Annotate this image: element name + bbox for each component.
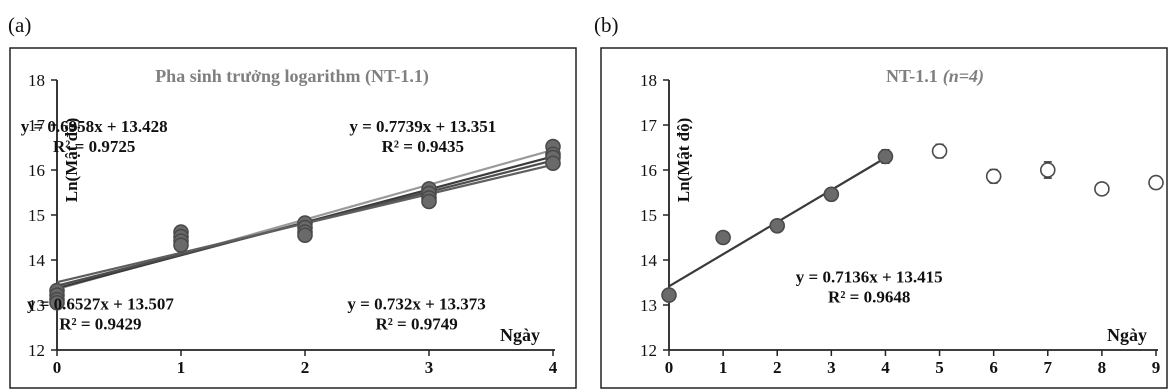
x-tick-label: 9 [1152,358,1161,377]
x-tick-label: 2 [301,358,310,377]
x-tick-label: 7 [1044,358,1053,377]
x-tick-label: 3 [827,358,836,377]
chart-title: Pha sinh trưởng logarithm (NT-1.1) [155,66,429,87]
data-point-series-0 [877,148,894,165]
y-tick-label: 12 [28,341,45,360]
x-axis-label: Ngày [500,325,540,345]
panel-label-a: (a) [8,13,31,37]
trendline-equation: y = 0.6958x + 13.428 [21,117,168,136]
x-tick-label: 0 [665,358,674,377]
trendline-equation: y = 0.6527x + 13.507 [27,295,174,314]
y-tick-label: 15 [640,206,657,225]
data-point-series-3 [173,237,189,253]
x-tick-label: 4 [549,358,558,377]
chart-title: NT-1.1 (n=4) [886,66,984,87]
trendline-equation: y = 0.732x + 13.373 [347,295,485,314]
data-point-series-0 [661,287,677,303]
panel-b-frame [600,47,1168,389]
data-point-series-0 [715,229,731,246]
y-tick-label: 18 [28,71,45,90]
y-axis-label: Ln(Mật độ) [674,118,693,203]
y-tick-label: 13 [28,296,45,315]
chart-title-main: NT-1.1 [886,66,938,86]
data-point-series-3 [421,193,437,210]
y-tick-label: 12 [640,341,657,360]
r-squared-label: R² = 0.9429 [59,315,141,334]
chart-subtitle: (n=4) [943,66,984,87]
y-tick-label: 16 [28,161,45,180]
y-tick-label: 13 [640,296,657,315]
x-tick-label: 1 [719,358,728,377]
data-point-series-1 [985,168,1002,185]
x-axis-label: Ngày [1107,325,1147,345]
y-tick-label: 16 [640,161,657,180]
panel-a-frame [9,47,577,389]
x-tick-label: 6 [989,358,998,377]
r-squared-label: R² = 0.9435 [382,137,464,156]
x-tick-label: 2 [773,358,782,377]
x-tick-label: 3 [425,358,434,377]
y-tick-label: 15 [28,206,45,225]
r-squared-label: R² = 0.9648 [828,288,910,307]
x-tick-label: 5 [935,358,944,377]
data-point-series-1 [1094,181,1110,197]
data-point-series-0 [769,218,786,234]
panel-label-b: (b) [594,13,619,37]
r-squared-label: R² = 0.9749 [375,315,457,334]
x-tick-label: 0 [53,358,62,377]
y-tick-label: 17 [28,116,46,135]
trendline-equation: y = 0.7739x + 13.351 [349,117,496,136]
chart-title-main: Pha sinh trưởng logarithm (NT-1.1) [155,66,429,87]
trendline-equation: y = 0.7136x + 13.415 [796,268,943,287]
data-point-series-3 [49,294,65,311]
x-tick-label: 1 [177,358,186,377]
y-tick-label: 18 [640,71,657,90]
data-point-series-1 [1039,162,1056,178]
y-tick-label: 14 [640,251,658,270]
x-tick-label: 8 [1098,358,1107,377]
y-axis-label: Ln(Mật độ) [62,118,81,203]
y-tick-label: 17 [640,116,658,135]
r-squared-label: R² = 0.9725 [53,137,135,156]
x-tick-label: 4 [881,358,890,377]
y-tick-label: 14 [28,251,46,270]
data-point-series-3 [545,155,561,172]
data-point-series-1 [1148,174,1164,191]
data-point-series-1 [931,143,948,159]
data-point-series-0 [823,186,840,203]
data-point-series-3 [297,227,313,244]
